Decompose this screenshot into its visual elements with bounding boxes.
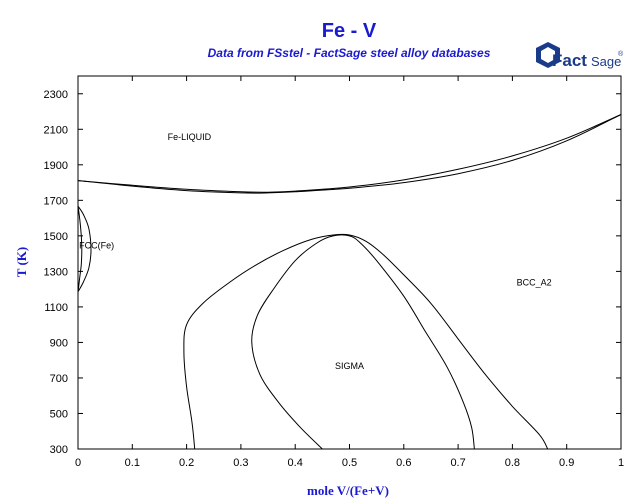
x-tick-label: 0.9	[559, 457, 574, 469]
y-axis: 300 500 700 900 1100 1300 1500 1700 1900 2100 2300	[44, 89, 621, 456]
x-tick-label: 0.1	[125, 457, 140, 469]
x-tick-label: 0.6	[396, 457, 411, 469]
x-tick-label: 0.2	[179, 457, 194, 469]
logo-fact-text: Fact	[552, 51, 587, 70]
phase-boundary-curve-3	[77, 206, 83, 292]
phase-region-label: Fe-LIQUID	[168, 132, 212, 142]
y-tick-label: 1100	[44, 302, 68, 314]
phase-boundary-curve-2	[77, 114, 622, 194]
phase-region-label: SIGMA	[335, 361, 364, 371]
y-tick-label: 1700	[44, 195, 68, 207]
phase-boundary-curve-4	[77, 205, 92, 293]
y-tick-label: 2300	[44, 89, 68, 101]
y-tick-label: 1500	[44, 231, 68, 243]
x-tick-label: 0.3	[233, 457, 248, 469]
phase-region-label: BCC_A2	[517, 278, 552, 288]
phase-boundary-curve-5	[183, 233, 549, 450]
x-tick-label: 0.4	[288, 457, 303, 469]
x-tick-label: 1	[618, 457, 624, 469]
x-tick-label: 0.8	[505, 457, 520, 469]
y-tick-label: 1900	[44, 160, 68, 172]
phase-region-label: FCC(Fe)	[79, 240, 114, 250]
phase-boundaries	[77, 114, 622, 450]
logo-registered-mark: ®	[618, 50, 624, 58]
phase-boundary-curve-6	[251, 234, 475, 450]
factsage-logo: Fact Sage ®	[536, 42, 624, 70]
x-tick-label: 0.5	[342, 457, 357, 469]
x-axis-label: mole V/(Fe+V)	[307, 483, 389, 498]
y-tick-label: 700	[50, 373, 68, 385]
x-axis: 0 0.1 0.2 0.3 0.4 0.5 0.6 0.7 0.8 0.9 1	[75, 76, 624, 469]
y-axis-label: T (K)	[14, 247, 29, 277]
factsage-logo-mark-icon	[536, 42, 560, 68]
chart-subtitle: Data from FSstel - FactSage steel alloy …	[208, 46, 491, 60]
y-tick-label: 300	[50, 444, 68, 456]
phase-boundary-curve-1	[77, 114, 622, 193]
logo-sage-text: Sage	[591, 54, 621, 69]
y-tick-label: 1300	[44, 266, 68, 278]
x-tick-label: 0	[75, 457, 81, 469]
y-tick-label: 900	[50, 337, 68, 349]
plot-frame	[77, 75, 622, 450]
y-tick-label: 500	[50, 408, 68, 420]
phase-region-labels: Fe-LIQUID FCC(Fe) BCC_A2 SIGMA	[79, 132, 552, 371]
y-tick-label: 2100	[44, 124, 68, 136]
chart-title: Fe - V	[322, 20, 377, 42]
x-tick-label: 0.7	[450, 457, 465, 469]
